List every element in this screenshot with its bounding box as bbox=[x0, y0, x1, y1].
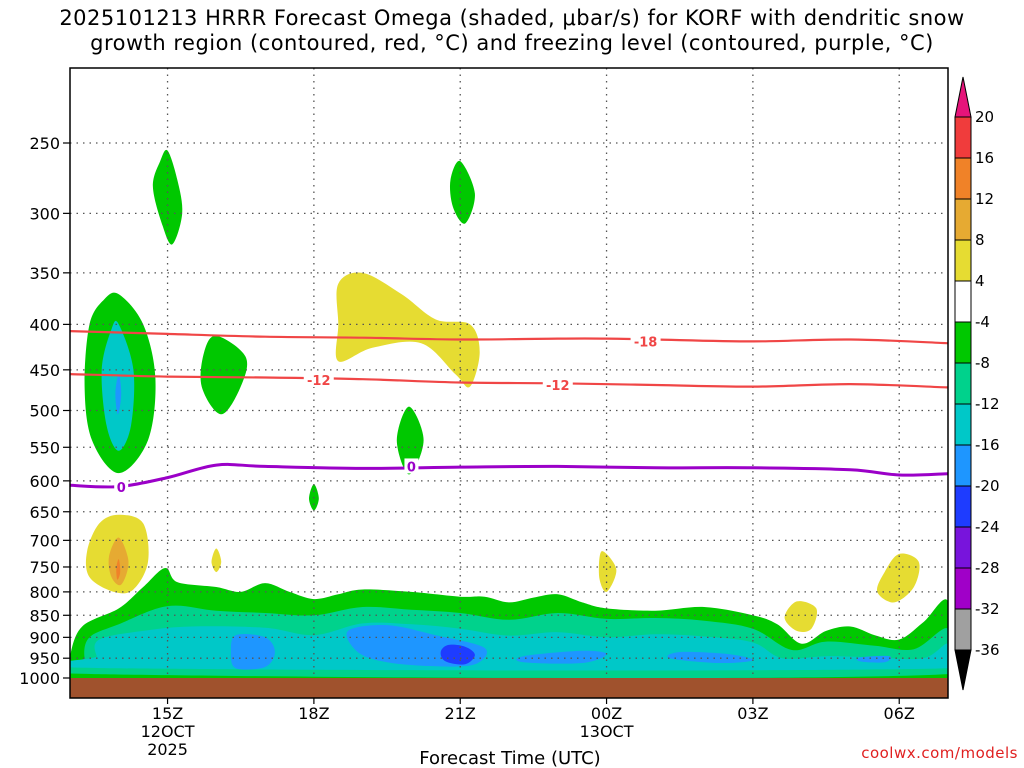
boundary-layer-ascent-peak bbox=[440, 644, 475, 665]
contour-label-0: -18 bbox=[634, 335, 658, 350]
plot-frame bbox=[69, 67, 949, 699]
contour-freezing-level bbox=[70, 462, 948, 489]
contour-label-bg bbox=[114, 479, 129, 495]
y-tick-label-700: 700 bbox=[29, 531, 60, 550]
ground-surface bbox=[70, 678, 948, 698]
contour-labels: -18 -12 -12 0 0 bbox=[114, 333, 661, 496]
x-tick-label-00Z: 00Z bbox=[591, 704, 622, 723]
x-tick-label-06Z: 06Z bbox=[884, 704, 915, 723]
y-tick-label-600: 600 bbox=[29, 472, 60, 491]
x-tick-label-21Z: 21Z bbox=[445, 704, 476, 723]
y-tick-label-900: 900 bbox=[29, 628, 60, 647]
colorbar-label-12: -32 bbox=[975, 600, 1000, 618]
colorbar-label-7: -12 bbox=[975, 395, 1000, 413]
contour-label-bg bbox=[404, 458, 419, 474]
tiny-rise-00z bbox=[598, 551, 617, 593]
y-tick-label-400: 400 bbox=[29, 315, 60, 334]
midlevel-rise-zone bbox=[335, 272, 480, 388]
credit-text: coolwx.com/models bbox=[861, 744, 1018, 762]
y-tick-label-850: 850 bbox=[29, 606, 60, 625]
chart-title-line-1: 2025101213 HRRR Forecast Omega (shaded, … bbox=[59, 6, 965, 30]
contour-dgz-lower bbox=[70, 373, 948, 389]
colorbar-band-6 bbox=[954, 362, 972, 405]
x-tick-label-15Z: 15Z bbox=[152, 704, 183, 723]
upper-updraft-a bbox=[152, 149, 183, 245]
colorbar-band-7 bbox=[954, 403, 972, 446]
boundary-layer-ascent-max-c bbox=[516, 650, 607, 664]
chart-title: 2025101213 HRRR Forecast Omega (shaded, … bbox=[0, 6, 1024, 56]
colorbar-band-4 bbox=[954, 280, 972, 323]
colorbar-label-1: 16 bbox=[975, 149, 994, 167]
y-tick-label-500: 500 bbox=[29, 402, 60, 421]
y-tick-label-450: 450 bbox=[29, 361, 60, 380]
omega-field bbox=[70, 149, 948, 698]
colorbar-band-0 bbox=[954, 116, 972, 159]
y-tick-label-250: 250 bbox=[29, 134, 60, 153]
small-updraft-16z bbox=[200, 335, 248, 415]
y-tick-label-1000: 1000 bbox=[19, 669, 60, 688]
colorbar-label-11: -28 bbox=[975, 559, 1000, 577]
colorbar-label-8: -16 bbox=[975, 436, 1000, 454]
colorbar-band-10 bbox=[954, 526, 972, 569]
x-axis-title: Forecast Time (UTC) bbox=[419, 748, 600, 768]
y-axis: 250 300 350 400 450 500 550 600 650 700 750 800 850 9… bbox=[19, 134, 70, 688]
contour-label-bg bbox=[630, 333, 661, 349]
colorbar-label-5: -4 bbox=[975, 313, 990, 331]
western-updraft-max bbox=[115, 374, 122, 415]
contour-label-4: 0 bbox=[407, 460, 416, 475]
boundary-layer-ascent-max-d bbox=[667, 651, 754, 664]
colorbar: 20 16 12 8 4 -4 -8 -12 -16 -20 -24 -28 -32 -36 bbox=[954, 76, 1000, 691]
lowlevel-rise-west-max bbox=[116, 559, 121, 580]
contours bbox=[70, 330, 948, 489]
colorbar-band-9 bbox=[954, 485, 972, 528]
colorbar-band-11 bbox=[954, 567, 972, 610]
upper-updraft-b bbox=[449, 160, 475, 224]
colorbar-label-3: 8 bbox=[975, 231, 985, 249]
colorbar-band-1 bbox=[954, 157, 972, 200]
tiny-rise-16z bbox=[211, 548, 222, 573]
x-tick-label-18Z: 18Z bbox=[298, 704, 329, 723]
y-tick-label-800: 800 bbox=[29, 583, 60, 602]
y-tick-label-550: 550 bbox=[29, 438, 60, 457]
y-tick-label-750: 750 bbox=[29, 558, 60, 577]
colorbar-band-12 bbox=[954, 608, 972, 651]
y-tick-label-950: 950 bbox=[29, 649, 60, 668]
x-tick-label-03Z: 03Z bbox=[737, 704, 768, 723]
colorbar-label-6: -8 bbox=[975, 354, 990, 372]
grid bbox=[70, 68, 948, 678]
boundary-layer-ascent-max-a bbox=[230, 634, 275, 670]
colorbar-band-3 bbox=[954, 239, 972, 282]
contour-label-bg bbox=[303, 371, 334, 387]
contour-label-2: -12 bbox=[546, 379, 570, 394]
contour-dgz-upper bbox=[70, 330, 948, 345]
colorbar-label-10: -24 bbox=[975, 518, 1000, 536]
y-tick-label-300: 300 bbox=[29, 204, 60, 223]
x-tick-sublabel-15Z: 12OCT bbox=[141, 722, 195, 741]
colorbar-under-arrow bbox=[954, 649, 972, 691]
colorbar-band-2 bbox=[954, 198, 972, 241]
x-tick-year-15Z: 2025 bbox=[147, 740, 188, 759]
tiny-rise-06z bbox=[876, 553, 920, 603]
colorbar-label-9: -20 bbox=[975, 477, 1000, 495]
contour-label-bg bbox=[542, 376, 573, 392]
y-tick-label-350: 350 bbox=[29, 264, 60, 283]
x-tick-sublabel-00Z: 13OCT bbox=[580, 722, 634, 741]
y-tick-label-650: 650 bbox=[29, 503, 60, 522]
colorbar-band-8 bbox=[954, 444, 972, 487]
contour-label-1: -12 bbox=[307, 374, 331, 389]
colorbar-label-13: -36 bbox=[975, 641, 1000, 659]
colorbar-label-0: 20 bbox=[975, 108, 994, 126]
colorbar-band-5 bbox=[954, 321, 972, 364]
colorbar-label-2: 12 bbox=[975, 190, 994, 208]
small-updraft-20z bbox=[396, 406, 424, 475]
colorbar-label-4: 4 bbox=[975, 272, 985, 290]
tiny-rise-04z bbox=[784, 601, 818, 632]
contour-label-3: 0 bbox=[117, 481, 126, 496]
chart-title-line-2: growth region (contoured, red, °C) and f… bbox=[90, 31, 934, 55]
colorbar-over-arrow bbox=[954, 76, 972, 118]
